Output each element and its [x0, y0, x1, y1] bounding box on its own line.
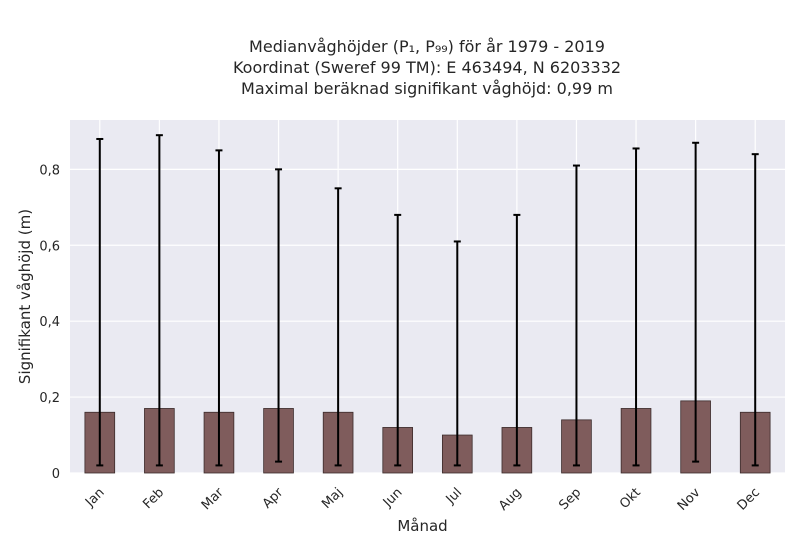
x-tick-label-apr: Apr	[260, 485, 287, 512]
x-tick-label-mar: Mar	[199, 485, 227, 513]
y-axis-ticks: 0 0,2 0,4 0,6 0,8	[39, 163, 60, 482]
error-bar-sep	[572, 164, 580, 467]
x-axis-ticks: Jan Feb Mar Apr Maj Jun Jul Aug Sep Okt Nov Dec	[82, 485, 763, 514]
title-line-2: Koordinat (Sweref 99 TM): E 463494, N 62…	[233, 58, 621, 77]
x-axis-label: Månad	[397, 517, 447, 535]
y-tick-label: 0,8	[39, 163, 60, 178]
x-tick-label-nov: Nov	[675, 485, 704, 514]
error-bar-dec	[751, 153, 759, 467]
error-bars	[96, 134, 759, 467]
error-bar-jan	[96, 137, 104, 467]
y-axis-label: Signifikant våghöjd (m)	[16, 209, 34, 384]
x-tick-label-dec: Dec	[735, 485, 763, 513]
error-bar-maj	[334, 187, 342, 467]
title-line-1: Medianvåghöjder (P₁, P₉₉) för år 1979 - …	[249, 37, 605, 56]
title-line-3: Maximal beräknad signifikant våghöjd: 0,…	[241, 79, 613, 98]
y-tick-label: 0,4	[39, 315, 60, 330]
x-tick-label-sep: Sep	[556, 485, 584, 513]
plot-area	[70, 120, 785, 473]
x-tick-label-aug: Aug	[496, 485, 525, 514]
x-tick-label-maj: Maj	[319, 485, 346, 512]
y-tick-label: 0,6	[39, 239, 60, 254]
x-tick-label-jun: Jun	[380, 485, 406, 511]
error-bar-mar	[215, 149, 223, 467]
error-bar-jul	[453, 240, 461, 467]
chart-title: Medianvåghöjder (P₁, P₉₉) för år 1979 - …	[233, 37, 621, 98]
x-tick-label-feb: Feb	[140, 485, 167, 512]
error-bar-apr	[275, 168, 283, 463]
x-tick-label-okt: Okt	[617, 485, 644, 512]
x-tick-label-jan: Jan	[82, 485, 107, 510]
error-bar-feb	[155, 134, 163, 467]
error-bar-nov	[692, 141, 700, 463]
y-tick-label: 0	[52, 467, 60, 482]
error-bar-jun	[394, 213, 402, 467]
error-bar-aug	[513, 213, 521, 467]
error-bar-okt	[632, 147, 640, 467]
y-tick-label: 0,2	[39, 391, 60, 406]
x-tick-label-jul: Jul	[443, 485, 465, 507]
